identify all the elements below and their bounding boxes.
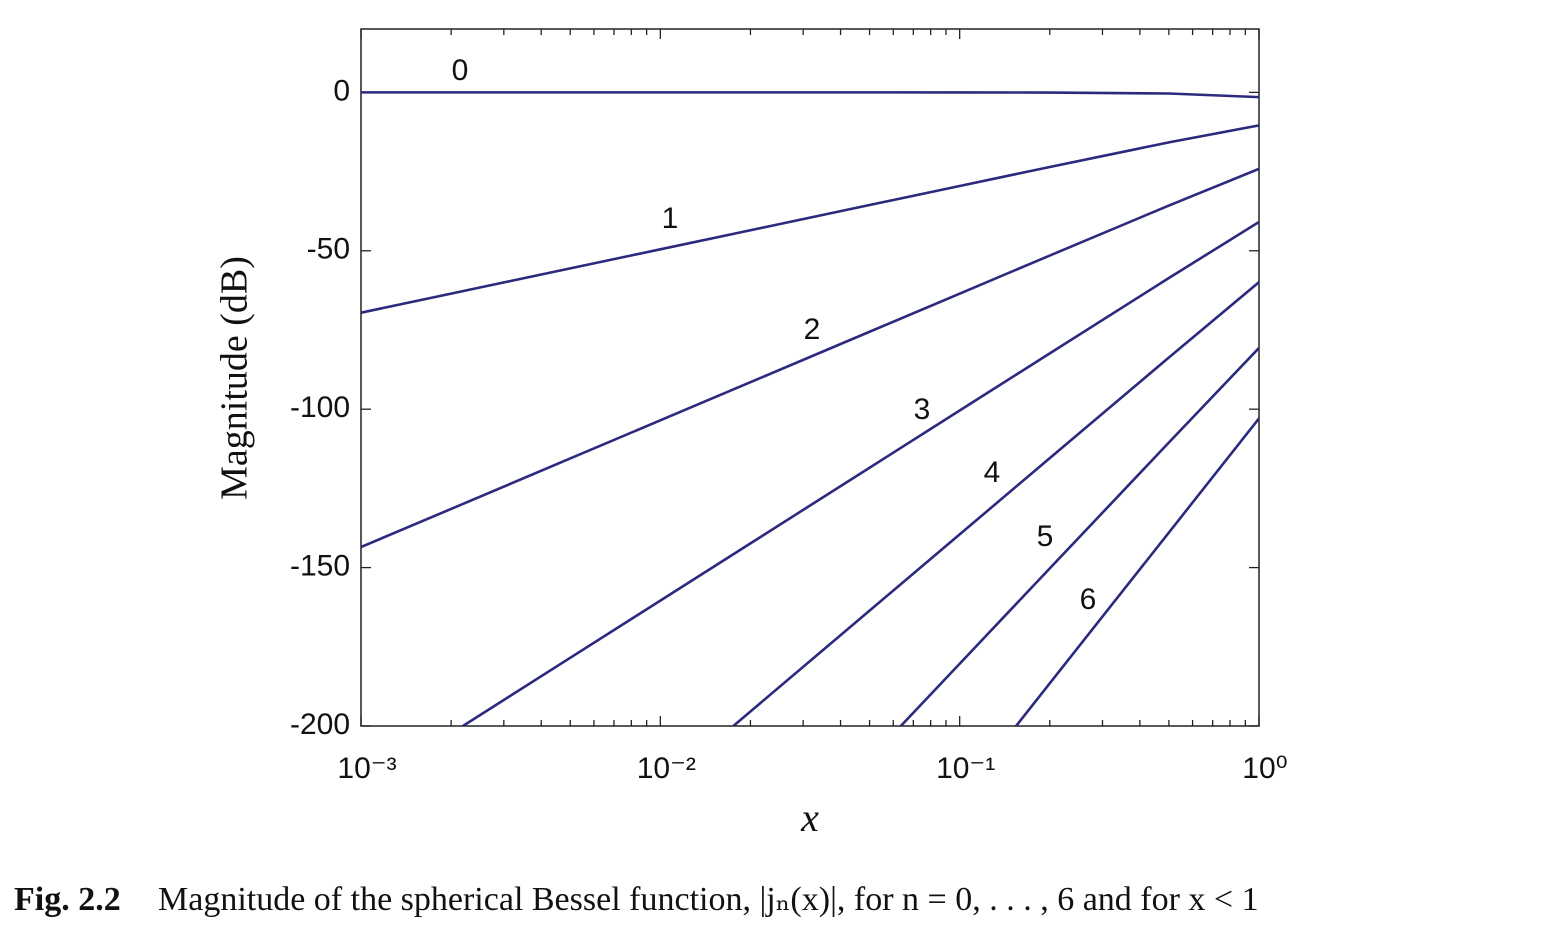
y-tick-label: -50 (307, 233, 350, 266)
y-tick-label: 0 (333, 74, 350, 107)
x-tick-label: 10⁻² (637, 752, 696, 785)
y-axis-label: Magnitude (dB) (214, 256, 256, 500)
series-label: 0 (452, 54, 469, 87)
series-line (731, 281, 1259, 726)
x-tick-label: 10⁰ (1242, 752, 1287, 785)
plot-area (361, 91, 1259, 726)
x-axis-label: x (800, 795, 819, 840)
series-line (361, 91, 1259, 99)
series-line (361, 124, 1259, 314)
series-label: 1 (662, 202, 679, 235)
plot-frame (360, 28, 1260, 727)
series-line (361, 167, 1259, 549)
series-line (1014, 417, 1259, 726)
series-label: 4 (984, 456, 1001, 489)
series-label: 5 (1037, 520, 1054, 553)
series-line (460, 220, 1259, 726)
y-tick-label: -200 (290, 708, 350, 741)
y-tick-label: -100 (290, 391, 350, 424)
series-label: 2 (804, 313, 821, 346)
series-line (899, 347, 1259, 726)
x-tick-label: 10⁻³ (337, 752, 396, 785)
x-tick-label: 10⁻¹ (936, 752, 995, 785)
caption: Magnitude of the spherical Bessel functi… (158, 881, 1259, 918)
series-label: 3 (914, 393, 931, 426)
series-label: 6 (1080, 583, 1097, 616)
caption-label: Fig. 2.2 (14, 881, 121, 918)
y-tick-label: -150 (290, 550, 350, 583)
